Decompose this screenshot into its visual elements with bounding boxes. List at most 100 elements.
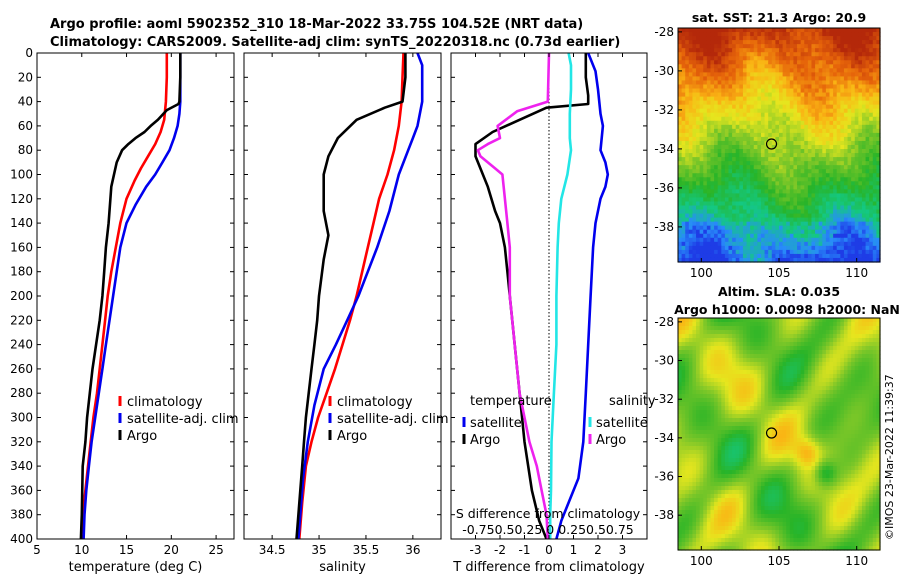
salinity-panel: 34.5 35 35.5 36 salinity climatology satellite… (243, 52, 449, 575)
x-tick-label: 36 (405, 543, 420, 557)
latitude-tick-label: -28 (654, 315, 674, 329)
latitude-tick-label: -38 (654, 508, 674, 522)
sla_map-panel: 100 105 110 -28 -30 -32 -34 -36 -38 Altim. SLA: 0… (654, 284, 899, 568)
depth-tick-label: 160 (10, 240, 33, 254)
longitude-tick-label: 110 (845, 554, 868, 568)
latitude-tick-label: -38 (654, 220, 674, 234)
legend-label: satellite (596, 416, 648, 431)
x-tick-label: 0 (545, 543, 553, 557)
figure-title-line-1: Argo profile: aoml 5902352_310 18-Mar-20… (50, 17, 583, 32)
sla_map-subtitle: Argo h1000: 0.0098 h2000: NaN (674, 302, 900, 317)
difference-series-s-satellite (548, 53, 573, 539)
depth-tick-label: 280 (10, 386, 33, 400)
x-tick-label: 20 (164, 543, 179, 557)
salinity-x-axis-label: salinity (319, 560, 366, 575)
depth-tick-label: 100 (10, 168, 33, 182)
argo-float-marker (765, 138, 778, 150)
latitude-tick-label: -36 (654, 181, 674, 195)
longitude-tick-label: 100 (690, 266, 713, 280)
depth-tick-label: 240 (10, 338, 33, 352)
longitude-tick-label: 100 (690, 554, 713, 568)
x-tick-label: 5 (33, 543, 41, 557)
depth-tick-label: 180 (10, 265, 33, 279)
latitude-tick-label: -30 (654, 354, 674, 368)
temperature-x-axis-label: temperature (deg C) (69, 560, 203, 575)
timestamp-stamp: ©IMOS 23-Mar-2022 11:39:37 (883, 374, 896, 540)
difference-series-s-argo (476, 53, 551, 539)
sla_map-field (678, 318, 881, 551)
longitude-tick-label: 110 (845, 266, 868, 280)
depth-tick-label: 20 (18, 70, 33, 84)
legend-label: satellite-adj. clim (337, 412, 449, 427)
x-tick-label: 35.5 (353, 543, 380, 557)
difference-panel: -3 -2 -1 0 1 2 3 T difference from climatology t… (450, 52, 656, 575)
legend-label: Argo (127, 429, 157, 444)
depth-tick-label: 260 (10, 362, 33, 376)
difference-x-axis-label: T difference from climatology (452, 560, 645, 575)
temperature-series-climatology (80, 53, 169, 539)
latitude-tick-label: -30 (654, 64, 674, 78)
legend-salinity-title: salinity (609, 394, 656, 409)
latitude-tick-label: -28 (654, 25, 674, 39)
legend-label: Argo (596, 433, 626, 448)
x-tick-label: 10 (74, 543, 89, 557)
depth-tick-label: 320 (10, 435, 33, 449)
legend-label: satellite (470, 416, 522, 431)
depth-tick-label: 360 (10, 483, 33, 497)
difference-series-t-argo (474, 53, 590, 539)
depth-tick-label: 400 (10, 532, 33, 546)
temperature-panel: 0 20 40 60 80 100 120 140 160 180 200 220 240 260 280 3… (10, 46, 239, 575)
x-tick-label: 2 (594, 543, 602, 557)
depth-tick-label: 120 (10, 192, 33, 206)
latitude-tick-label: -34 (654, 142, 674, 156)
legend-label: Argo (337, 429, 367, 444)
x-tick-label: 15 (119, 543, 134, 557)
x-tick-label: -3 (470, 543, 482, 557)
legend-label: climatology (337, 395, 413, 410)
latitude-tick-label: -32 (654, 103, 674, 117)
depth-tick-label: 0 (25, 46, 33, 60)
sst_map-panel: 100 105 110 -28 -30 -32 -34 -36 -38 sat. SST: 21.… (654, 10, 881, 280)
depth-tick-label: 300 (10, 411, 33, 425)
salinity-axes-frame (243, 52, 442, 540)
figure-title-line-2: Climatology: CARS2009. Satellite-adj cli… (50, 35, 620, 50)
difference-series-t-satellite (555, 53, 610, 539)
latitude-tick-label: -32 (654, 392, 674, 406)
legend-temperature-title: temperature (470, 394, 552, 409)
depth-tick-label: 60 (18, 119, 33, 133)
latitude-tick-label: -34 (654, 431, 674, 445)
depth-tick-label: 200 (10, 289, 33, 303)
longitude-tick-label: 105 (768, 554, 791, 568)
temperature-series-satellite-adj-clim (82, 53, 182, 539)
depth-tick-label: 80 (18, 143, 33, 157)
temperature-axes-frame (36, 52, 235, 540)
temperature-series-argo (79, 53, 182, 539)
x-tick-label: 34.5 (259, 543, 286, 557)
argo-float-marker (765, 427, 778, 439)
sst_map-title: sat. SST: 21.3 Argo: 20.9 (692, 10, 866, 25)
depth-tick-label: 40 (18, 95, 33, 109)
x-tick-label: 25 (208, 543, 223, 557)
salinity-difference-tick-labels: -0.750.50.25 0 0.250.50.75 (462, 522, 634, 537)
x-tick-label: -1 (519, 543, 531, 557)
sla_map-title: Altim. SLA: 0.035 (718, 284, 840, 299)
salinity-series-satellite-adj-clim (297, 53, 424, 539)
depth-tick-label: 340 (10, 459, 33, 473)
latitude-tick-label: -36 (654, 470, 674, 484)
legend-label: satellite-adj. clim (127, 412, 239, 427)
x-tick-label: -2 (494, 543, 506, 557)
x-tick-label: 1 (570, 543, 578, 557)
depth-tick-label: 220 (10, 313, 33, 327)
legend-label: climatology (127, 395, 203, 410)
salinity-series-climatology (298, 53, 405, 539)
depth-tick-label: 380 (10, 508, 33, 522)
x-tick-label: 35 (311, 543, 326, 557)
salinity-difference-axis-label: S difference from climatology (456, 506, 641, 521)
sst_map-field (678, 28, 881, 263)
longitude-tick-label: 105 (768, 266, 791, 280)
salinity-series-argo (295, 53, 407, 539)
legend-label: Argo (470, 433, 500, 448)
depth-tick-label: 140 (10, 216, 33, 230)
x-tick-label: 3 (619, 543, 627, 557)
